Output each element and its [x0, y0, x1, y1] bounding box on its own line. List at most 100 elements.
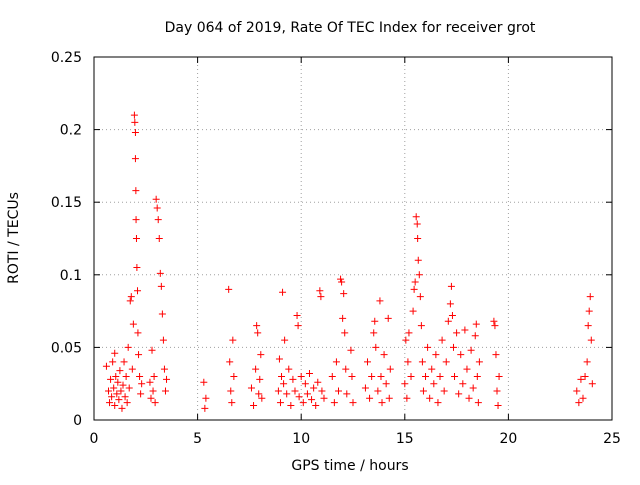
- data-point: [491, 322, 499, 330]
- data-point: [295, 393, 303, 401]
- data-point: [405, 329, 413, 337]
- data-point: [573, 387, 581, 395]
- data-point: [370, 329, 378, 337]
- data-point: [417, 322, 425, 330]
- data-point: [426, 394, 434, 402]
- data-point: [584, 322, 592, 330]
- x-tick-label: 5: [193, 431, 202, 447]
- data-point: [202, 394, 210, 402]
- data-point: [382, 380, 390, 388]
- data-point: [131, 129, 139, 137]
- data-point: [317, 293, 325, 301]
- data-point: [154, 216, 162, 224]
- data-point: [457, 351, 465, 359]
- data-point: [332, 358, 340, 366]
- data-point: [440, 387, 448, 395]
- data-point: [107, 375, 115, 383]
- data-point: [575, 399, 583, 407]
- data-point: [289, 375, 297, 383]
- data-point: [258, 394, 266, 402]
- data-point: [339, 314, 347, 322]
- y-tick-label: 0.15: [51, 195, 82, 211]
- data-point: [150, 372, 158, 380]
- data-point: [116, 367, 124, 375]
- data-points: [102, 111, 596, 412]
- data-point: [401, 380, 409, 388]
- data-point: [455, 390, 463, 398]
- data-point: [436, 372, 444, 380]
- data-point: [472, 320, 480, 328]
- data-point: [159, 336, 167, 344]
- data-point: [163, 375, 171, 383]
- data-point: [492, 351, 500, 359]
- data-point: [430, 380, 438, 388]
- data-point: [368, 372, 376, 380]
- data-point: [293, 311, 301, 319]
- data-point: [414, 256, 422, 264]
- data-point: [579, 394, 587, 402]
- data-point: [586, 293, 594, 301]
- data-point: [442, 358, 450, 366]
- data-point: [132, 187, 140, 195]
- data-point: [404, 358, 412, 366]
- data-point: [378, 399, 386, 407]
- data-point: [415, 271, 423, 279]
- data-point: [109, 358, 117, 366]
- data-point: [385, 394, 393, 402]
- data-point: [256, 375, 264, 383]
- data-point: [279, 288, 287, 296]
- data-point: [126, 297, 134, 305]
- data-point: [471, 332, 479, 340]
- data-point: [128, 365, 136, 373]
- x-tick-label: 20: [499, 431, 517, 447]
- data-point: [469, 384, 477, 392]
- data-point: [121, 393, 129, 401]
- data-point: [316, 287, 324, 295]
- data-point: [227, 387, 235, 395]
- data-point: [110, 384, 118, 392]
- data-point: [112, 372, 120, 380]
- data-point: [444, 317, 452, 325]
- data-point: [409, 307, 417, 315]
- data-point: [133, 264, 141, 272]
- data-point: [127, 293, 135, 301]
- data-point: [448, 311, 456, 319]
- data-point: [340, 290, 348, 298]
- data-point: [200, 378, 208, 386]
- data-point: [252, 365, 260, 373]
- data-point: [131, 118, 139, 126]
- data-point: [125, 384, 133, 392]
- data-point: [371, 317, 379, 325]
- data-point: [461, 326, 469, 334]
- data-point: [330, 399, 338, 407]
- data-point: [115, 396, 123, 404]
- data-point: [137, 390, 145, 398]
- y-tick-label: 0.05: [51, 340, 82, 356]
- data-point: [422, 372, 430, 380]
- data-point: [334, 387, 342, 395]
- data-point: [111, 349, 119, 357]
- data-point: [376, 297, 384, 305]
- data-point: [310, 384, 318, 392]
- data-point: [384, 314, 392, 322]
- y-tick-label: 0.2: [60, 123, 82, 139]
- data-point: [386, 365, 394, 373]
- plot-frame: [93, 56, 613, 421]
- data-point: [160, 365, 168, 373]
- data-point: [255, 390, 263, 398]
- data-point: [151, 399, 159, 407]
- data-point: [254, 329, 262, 337]
- data-point: [314, 378, 322, 386]
- data-point: [152, 195, 160, 203]
- data-point: [134, 329, 142, 337]
- data-point: [318, 387, 326, 395]
- data-point: [158, 310, 166, 318]
- data-point: [122, 372, 130, 380]
- data-point: [230, 372, 238, 380]
- data-point: [342, 365, 350, 373]
- x-tick-label: 10: [292, 431, 310, 447]
- grid: [94, 57, 612, 420]
- chart-title: Day 064 of 2019, Rate Of TEC Index for r…: [165, 20, 536, 36]
- data-point: [432, 351, 440, 359]
- data-point: [490, 317, 498, 325]
